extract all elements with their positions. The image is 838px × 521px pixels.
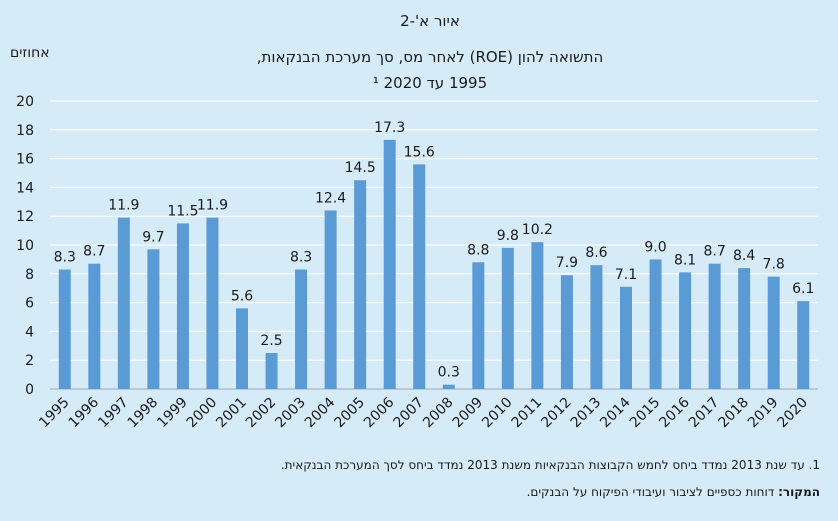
bar <box>472 262 485 389</box>
bar <box>295 269 308 389</box>
data-label: 17.3 <box>374 120 405 136</box>
bar-chart: 0 2 4 6 8 10 12 14 16 18 20 8.3 1995 8.7 1996 11.9 1997 9… <box>16 94 818 432</box>
x-tick-label: 2014 <box>597 394 634 431</box>
source-label: המקור: <box>778 485 820 499</box>
chart-title: התשואה להון (ROE) לאחר מס, סך מערכת הבנק… <box>256 48 604 66</box>
bar <box>501 247 514 389</box>
y-tick-label: 6 <box>25 296 34 312</box>
data-label: 8.4 <box>733 248 755 264</box>
x-tick-label: 2006 <box>361 394 398 431</box>
bar <box>324 210 337 389</box>
data-label: 7.8 <box>763 257 785 273</box>
data-label: 0.3 <box>438 365 460 381</box>
bar <box>590 265 603 389</box>
data-label: 2.5 <box>260 333 282 349</box>
data-label: 8.7 <box>703 244 725 260</box>
bar <box>767 276 780 389</box>
footnote: 1. עד שנת 2013 נמדד ביחס לחמש הקבוצות הב… <box>280 458 820 472</box>
bar <box>442 384 455 389</box>
x-tick-label: 1999 <box>154 395 191 432</box>
x-tick-label: 2013 <box>568 395 605 432</box>
x-tick-label: 2011 <box>509 395 546 432</box>
x-tick-label: 1997 <box>95 395 132 432</box>
data-label: 8.3 <box>290 249 312 265</box>
bar <box>88 263 101 389</box>
data-label: 15.6 <box>404 144 435 160</box>
bar <box>620 286 632 389</box>
bar <box>560 275 573 389</box>
y-tick-label: 14 <box>16 180 34 196</box>
source-note: המקור: דוחות כספיים לציבור ועיבודי הפיקו… <box>527 485 820 499</box>
source-text: דוחות כספיים לציבור ועיבודי הפיקוח על הב… <box>526 485 779 499</box>
data-label: 9.7 <box>142 229 164 245</box>
bar <box>738 268 751 389</box>
x-tick-label: 2020 <box>775 395 812 432</box>
data-label: 7.1 <box>615 267 637 283</box>
x-tick-label: 2004 <box>302 394 339 431</box>
y-tick-label: 12 <box>16 209 34 225</box>
x-tick-label: 2016 <box>656 394 693 431</box>
bar <box>58 269 71 389</box>
y-tick-label: 0 <box>25 382 34 398</box>
x-tick-label: 2003 <box>272 395 309 432</box>
data-label: 8.8 <box>467 242 489 258</box>
y-tick-label: 8 <box>25 267 34 283</box>
x-tick-label: 2000 <box>184 395 221 432</box>
x-tick-label: 2018 <box>715 395 752 432</box>
x-tick-label: 1996 <box>66 394 103 431</box>
bar <box>649 259 662 389</box>
data-label: 8.7 <box>83 244 105 260</box>
data-label: 10.2 <box>522 222 553 238</box>
data-label: 12.4 <box>315 190 346 206</box>
data-label: 11.5 <box>167 203 198 219</box>
y-tick-label: 16 <box>16 152 34 168</box>
bar <box>117 217 130 389</box>
y-tick-label: 2 <box>25 353 34 369</box>
bar <box>265 353 278 389</box>
x-tick-label: 2009 <box>450 395 487 432</box>
y-tick-label: 20 <box>16 94 34 110</box>
bar <box>679 272 692 389</box>
data-label: 14.5 <box>345 160 376 176</box>
data-label: 11.9 <box>197 198 228 214</box>
x-tick-label: 2005 <box>331 395 368 432</box>
bar <box>413 164 426 389</box>
bar <box>531 242 544 389</box>
chart-subtitle-years: 1995 עד 2020 ¹ <box>372 74 488 92</box>
bar <box>383 139 396 389</box>
x-tick-label: 2002 <box>243 395 280 432</box>
bar <box>176 223 189 389</box>
y-axis-unit-label: אחוזים <box>10 45 50 61</box>
data-label: 11.9 <box>108 198 139 214</box>
chart-title-figure-number: איור א'-2 <box>400 12 460 30</box>
y-tick-label: 4 <box>25 324 34 340</box>
x-tick-label: 2015 <box>627 395 664 432</box>
bar <box>354 180 367 389</box>
x-tick-label: 2017 <box>686 395 723 432</box>
y-tick-label: 18 <box>16 123 34 139</box>
x-tick-label: 2010 <box>479 395 516 432</box>
bar <box>797 301 810 389</box>
y-tick-label: 10 <box>16 238 34 254</box>
data-label: 8.6 <box>585 245 607 261</box>
data-label: 7.9 <box>556 255 578 271</box>
bar <box>206 217 219 389</box>
x-tick-label: 1995 <box>36 395 73 432</box>
data-label: 9.8 <box>497 228 519 244</box>
x-tick-label: 2019 <box>745 395 782 432</box>
x-tick-label: 2007 <box>391 395 428 432</box>
data-label: 5.6 <box>231 288 253 304</box>
data-label: 8.1 <box>674 252 696 268</box>
data-label: 9.0 <box>644 239 666 255</box>
bar <box>147 249 160 389</box>
data-label: 8.3 <box>54 249 76 265</box>
bar <box>236 308 248 389</box>
x-tick-label: 1998 <box>125 395 162 432</box>
data-label: 6.1 <box>792 281 814 297</box>
x-tick-label: 2008 <box>420 395 457 432</box>
bar <box>708 263 721 389</box>
x-tick-label: 2001 <box>213 395 250 432</box>
x-tick-label: 2012 <box>538 395 575 432</box>
